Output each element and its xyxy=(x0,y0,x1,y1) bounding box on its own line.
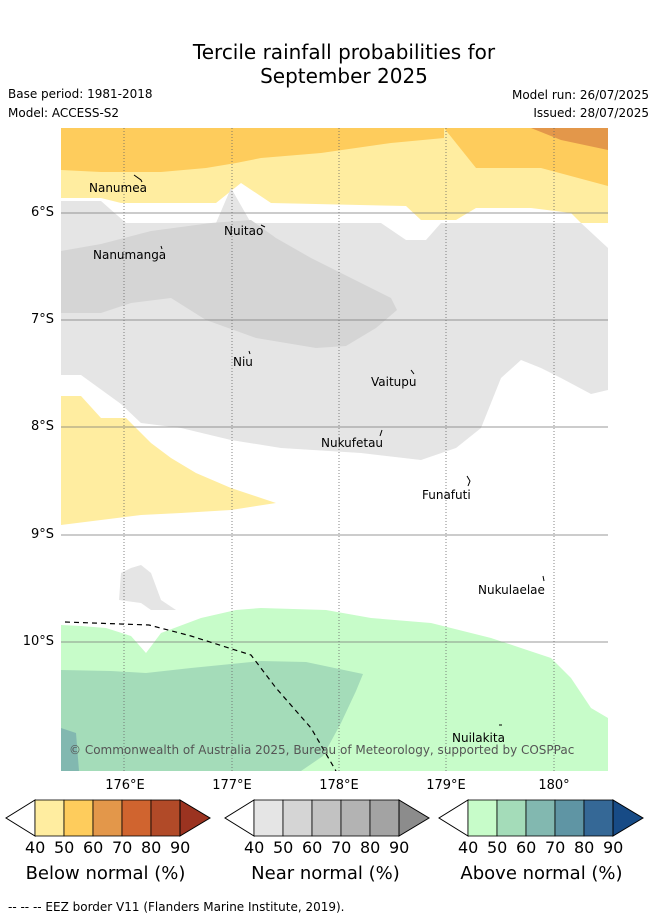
place-nuitao: Nuitao xyxy=(224,224,263,238)
colorbar-tick-label: 70 xyxy=(331,838,352,857)
colorbar-below-normal xyxy=(5,799,211,837)
colorbar-swatch xyxy=(496,799,527,837)
colorbar-tick-label: 60 xyxy=(302,838,323,857)
colorbar-swatch xyxy=(121,799,152,837)
issued-date: Issued: 28/07/2025 xyxy=(533,106,649,120)
base-period: Base period: 1981-2018 xyxy=(8,87,153,101)
map-svg: Nanumea Nuitao Nanumanga Niu Vaitupu Nuk… xyxy=(61,128,608,771)
lon-label-179e: 179°E xyxy=(426,778,466,793)
colorbar-swatch xyxy=(282,799,313,837)
island-markers xyxy=(133,174,545,726)
colorbar-near-normal-title: Near normal (%) xyxy=(251,863,400,884)
colorbar-swatch xyxy=(369,799,400,837)
colorbar-near-normal xyxy=(224,799,430,837)
colorbar-over-triangle xyxy=(398,799,430,837)
colorbar-tick-label: 90 xyxy=(170,838,191,857)
colorbar-tick-label: 80 xyxy=(574,838,595,857)
model-run: Model run: 26/07/2025 xyxy=(511,88,649,102)
place-nukufetau: Nukufetau xyxy=(321,436,383,450)
colorbar-tick-label: 70 xyxy=(545,838,566,857)
colorbar-tick-label: 40 xyxy=(244,838,265,857)
eez-legend: -- -- -- EEZ border V11 (Flanders Marine… xyxy=(8,900,345,914)
place-nanumanga: Nanumanga xyxy=(93,248,166,262)
colorbar-tick-label: 60 xyxy=(83,838,104,857)
lat-label-6s: 6°S xyxy=(30,205,54,220)
latitude-lines xyxy=(61,212,608,643)
lon-label-178e: 178°E xyxy=(319,778,359,793)
island-vaitupu-outline xyxy=(410,369,415,375)
lon-label-180: 180° xyxy=(538,778,570,793)
island-nanumanga-outline xyxy=(160,245,163,250)
colorbar-tick-label: 50 xyxy=(273,838,294,857)
title-line-1: Tercile rainfall probabilities for xyxy=(192,40,496,64)
island-nanumea-outline xyxy=(133,174,143,183)
colorbar-swatch xyxy=(583,799,614,837)
colorbar-swatch xyxy=(253,799,284,837)
near-normal-40-region-south xyxy=(119,565,176,610)
lon-label-176e: 176°E xyxy=(105,778,145,793)
place-nukulaelae: Nukulaelae xyxy=(478,583,545,597)
lat-label-10s: 10°S xyxy=(22,634,54,649)
colorbar-swatch xyxy=(340,799,371,837)
island-niu-outline xyxy=(248,350,251,355)
model-name: Model: ACCESS-S2 xyxy=(8,106,120,120)
colorbar-tick-label: 90 xyxy=(603,838,624,857)
colorbar-swatch xyxy=(150,799,181,837)
island-nuitao-outline xyxy=(260,224,266,228)
title-line-2: September 2025 xyxy=(260,64,428,88)
colorbar-tick-label: 90 xyxy=(389,838,410,857)
eez-border xyxy=(64,621,337,771)
colorbar-swatch xyxy=(311,799,342,837)
colorbar-above-normal xyxy=(438,799,644,837)
below-normal-40-region-west xyxy=(61,396,276,525)
above-normal-60-region xyxy=(61,728,79,771)
lat-label-9s: 9°S xyxy=(30,527,54,542)
colorbar-under-triangle xyxy=(5,799,36,837)
place-labels: Nanumea Nuitao Nanumanga Niu Vaitupu Nuk… xyxy=(89,181,545,745)
place-nuilakita: Nuilakita xyxy=(452,731,505,745)
colorbar-over-triangle xyxy=(612,799,644,837)
lat-label-8s: 8°S xyxy=(30,419,54,434)
island-nukulaelae-outline xyxy=(542,575,545,582)
colorbar-tick-label: 80 xyxy=(141,838,162,857)
place-vaitupu: Vaitupu xyxy=(371,375,417,389)
lat-label-7s: 7°S xyxy=(30,312,54,327)
colorbar-swatch xyxy=(525,799,556,837)
colorbar-tick-label: 50 xyxy=(487,838,508,857)
place-funafuti: Funafuti xyxy=(422,488,471,502)
island-nukufetau-outline xyxy=(379,429,383,437)
colorbar-tick-label: 40 xyxy=(458,838,479,857)
lon-label-177e: 177°E xyxy=(212,778,252,793)
colorbar-swatch xyxy=(554,799,585,837)
colorbar-tick-label: 50 xyxy=(54,838,75,857)
colorbar-above-normal-title: Above normal (%) xyxy=(460,863,623,884)
colorbar-tick-label: 60 xyxy=(516,838,537,857)
graticule xyxy=(123,128,555,771)
colorbar-swatch xyxy=(92,799,123,837)
near-normal-50-region xyxy=(61,220,397,348)
colorbar-under-triangle xyxy=(438,799,469,837)
place-niu: Niu xyxy=(233,355,253,369)
colorbar-below-normal-title: Below normal (%) xyxy=(25,863,186,884)
colorbar-tick-label: 70 xyxy=(112,838,133,857)
colorbar-swatch xyxy=(467,799,498,837)
copyright-notice: © Commonwealth of Australia 2025, Bureau… xyxy=(69,743,574,757)
place-nanumea: Nanumea xyxy=(89,181,147,195)
colorbar-swatch xyxy=(34,799,65,837)
colorbar-tick-label: 40 xyxy=(25,838,46,857)
map-panel[interactable]: Nanumea Nuitao Nanumanga Niu Vaitupu Nuk… xyxy=(61,128,608,771)
island-funafuti-outline xyxy=(466,475,471,487)
above-normal-50-region xyxy=(61,661,363,771)
colorbar-swatch xyxy=(63,799,94,837)
colorbar-tick-label: 80 xyxy=(360,838,381,857)
below-normal-60-region-north xyxy=(531,128,608,150)
colorbar-under-triangle xyxy=(224,799,255,837)
colorbar-over-triangle xyxy=(179,799,211,837)
page-title: Tercile rainfall probabilities for Septe… xyxy=(0,40,655,88)
below-normal-50-region-north xyxy=(61,128,608,186)
